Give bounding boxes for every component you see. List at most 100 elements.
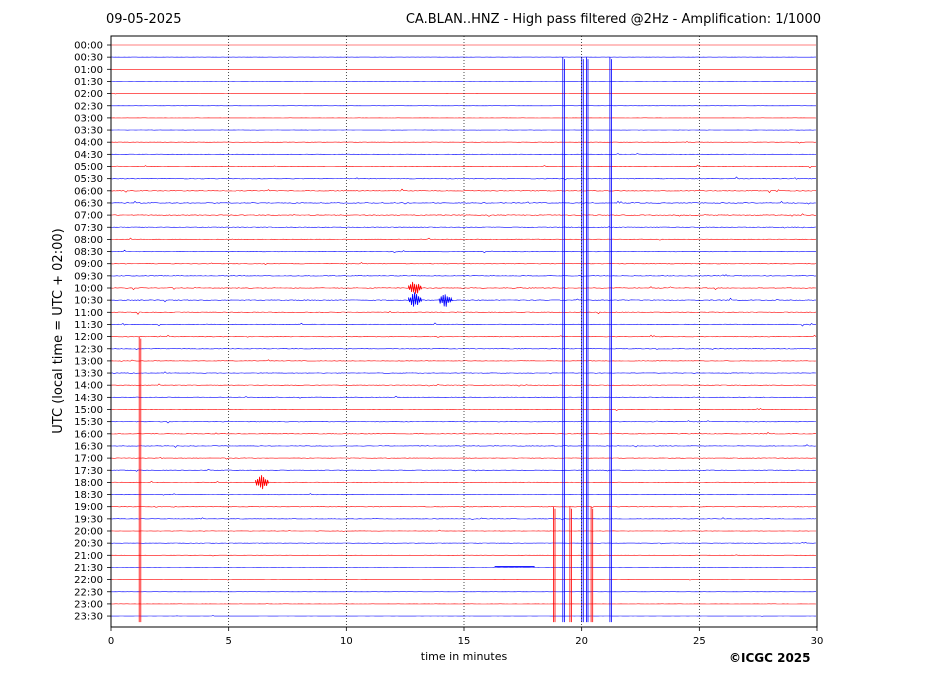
row-label: 17:00 (74, 454, 103, 465)
trace-row-1900 (111, 505, 817, 508)
row-label: 21:30 (74, 563, 103, 574)
row-label: 06:30 (74, 198, 103, 209)
row-label: 02:30 (74, 101, 103, 112)
time-gridlines (228, 36, 700, 627)
event-spike-0 (562, 57, 565, 623)
trace-row-0900 (110, 262, 817, 265)
row-label: 18:30 (74, 490, 103, 501)
event-spike-2 (586, 57, 589, 623)
copyright-credit: ©ICGC 2025 (729, 651, 811, 665)
row-label: 12:30 (74, 344, 103, 355)
x-axis-ticks: 0 5 10 15 20 25 30 (108, 627, 824, 647)
row-label: 04:30 (74, 150, 103, 161)
x-tick-label: 10 (340, 636, 353, 647)
row-label: 08:00 (74, 235, 103, 246)
row-label: 04:00 (74, 138, 103, 149)
x-tick-label: 0 (108, 636, 114, 647)
row-label: 06:00 (74, 186, 103, 197)
row-label: 14:00 (74, 381, 103, 392)
trace-row-1430 (110, 395, 817, 399)
trace-row-0800 (110, 237, 817, 241)
trace-row-1730 (110, 468, 817, 472)
trace-row-1600 (110, 431, 817, 435)
row-label: 19:30 (74, 514, 103, 525)
row-label: 18:00 (74, 478, 103, 489)
row-label: 21:00 (74, 551, 103, 562)
row-label: 23:00 (74, 599, 103, 610)
date-label: 09-05-2025 (106, 12, 182, 27)
event-spike-11 (590, 506, 594, 623)
trace-row-1500 (110, 408, 817, 411)
row-label: 09:00 (74, 259, 103, 270)
trace-row-1000 (110, 286, 817, 291)
event-spike-9 (553, 506, 556, 623)
event-spike-7 (138, 336, 142, 623)
trace-row-1530 (111, 420, 816, 424)
event-burst-5 (408, 292, 422, 307)
row-label: 23:30 (74, 612, 103, 623)
trace-row-1800 (110, 481, 817, 484)
trace-row-1700 (110, 457, 817, 460)
row-label: 07:00 (74, 211, 103, 222)
row-label: 05:00 (74, 162, 103, 173)
row-label: 19:00 (74, 502, 103, 513)
row-label: 02:00 (74, 89, 103, 100)
trace-row-1830 (110, 493, 816, 496)
row-label: 03:30 (74, 126, 103, 137)
row-label: 16:00 (74, 429, 103, 440)
event-spike-3 (609, 57, 612, 623)
x-tick-label: 15 (458, 636, 471, 647)
x-axis-label: time in minutes (421, 650, 508, 663)
y-axis-label: UTC (local time = UTC + 02:00) (51, 228, 66, 433)
event-burst-8 (255, 475, 269, 490)
row-label: 13:30 (74, 369, 103, 380)
row-label: 22:00 (74, 575, 103, 586)
row-label: 13:00 (74, 356, 103, 367)
row-label: 09:30 (74, 271, 103, 282)
trace-row-0500 (110, 164, 817, 169)
trace-row-1630 (110, 444, 817, 448)
x-tick-label: 25 (693, 636, 706, 647)
row-label: 20:00 (74, 527, 103, 538)
trace-row-0430 (110, 153, 817, 155)
row-label: 20:30 (74, 539, 103, 550)
trace-row-0600 (110, 188, 817, 194)
row-label: 15:00 (74, 405, 103, 416)
trace-row-2330 (110, 615, 816, 617)
event-spike-10 (569, 506, 572, 623)
row-label: 11:00 (74, 308, 103, 319)
trace-row-1400 (110, 383, 817, 387)
trace-row-1930 (111, 517, 817, 521)
trace-row-0700 (110, 213, 816, 217)
trace-row-0400 (110, 141, 817, 144)
trace-row-0830 (110, 249, 817, 254)
row-label: 15:30 (74, 417, 103, 428)
row-label: 00:00 (74, 41, 103, 52)
trace-row-0730 (110, 226, 817, 229)
row-label: 05:30 (74, 174, 103, 185)
row-label: 22:30 (74, 587, 103, 598)
row-label: 08:30 (74, 247, 103, 258)
event-burst-6 (438, 294, 453, 307)
row-label: 16:30 (74, 441, 103, 452)
trace-row-0630 (110, 200, 817, 205)
row-label: 11:30 (74, 320, 103, 331)
row-label: 10:30 (74, 296, 103, 307)
x-tick-label: 20 (575, 636, 588, 647)
row-label: 17:30 (74, 466, 103, 477)
row-label: 12:00 (74, 332, 103, 343)
row-label: 14:30 (74, 393, 103, 404)
row-label: 01:30 (74, 77, 103, 88)
row-label: 10:00 (74, 284, 103, 295)
trace-row-0530 (110, 176, 817, 181)
row-label: 00:30 (74, 53, 103, 64)
event-burst-4 (408, 281, 422, 294)
row-label: 01:00 (74, 65, 103, 76)
row-label: 07:30 (74, 223, 103, 234)
chart-title: CA.BLAN..HNZ - High pass filtered @2Hz -… (405, 12, 821, 27)
x-tick-label: 30 (811, 636, 824, 647)
x-tick-label: 5 (225, 636, 231, 647)
row-label: 03:00 (74, 113, 103, 124)
